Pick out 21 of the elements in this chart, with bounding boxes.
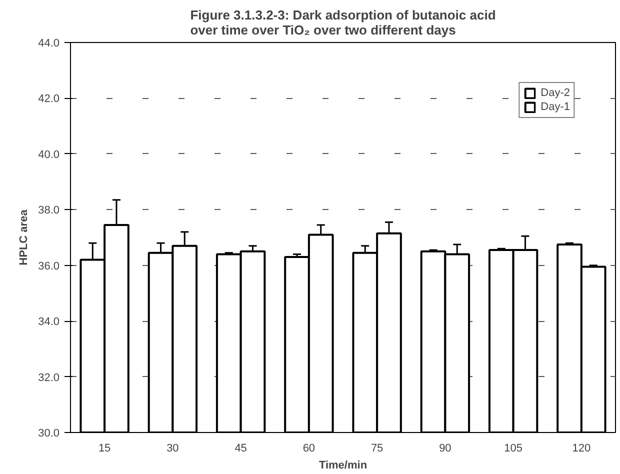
x-axis-title: Time/min [318,460,368,472]
legend-label: Day-2 [540,87,570,99]
y-tick-label: 44.0 [38,38,60,50]
y-tick-label: 30.0 [38,428,60,440]
y-tick-label: 34.0 [38,316,60,328]
x-tick-label: 30 [166,442,179,454]
legend-label: Day-1 [540,101,570,113]
y-tick-label: 38.0 [38,204,60,217]
y-tick-label: 42.0 [38,93,60,106]
x-tick-label: 105 [504,442,522,454]
x-tick-label: 15 [98,442,111,454]
y-axis-title: HPLC area [18,208,30,266]
x-tick-label: 60 [302,442,316,454]
x-tick-label: 90 [439,442,452,454]
chart-title: Figure 3.1.3.2-3: Dark adsorption of butanoic acid over time over TiO₂ over two different days [190,8,496,38]
y-tick-label: 36.0 [38,260,60,272]
y-tick-label: 32.0 [38,372,60,384]
x-tick-label: 75 [370,442,384,454]
x-tick-label: 45 [234,442,247,454]
y-tick-label: 40.0 [38,148,60,161]
x-tick-label: 120 [572,442,591,454]
